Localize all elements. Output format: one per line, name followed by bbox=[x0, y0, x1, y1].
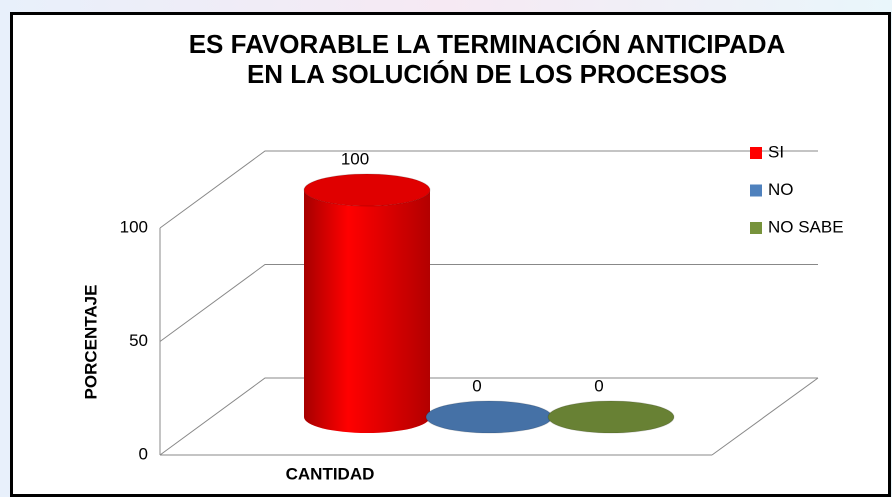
bar-top bbox=[303, 173, 431, 207]
x-tick-label: CANTIDAD bbox=[286, 464, 375, 483]
chart-title: ES FAVORABLE LA TERMINACIÓN ANTICIPADA bbox=[189, 29, 786, 59]
y-tick-label: 50 bbox=[129, 331, 148, 350]
legend-label: NO SABE bbox=[768, 217, 844, 236]
legend-label: NO bbox=[768, 180, 794, 199]
data-label: 0 bbox=[472, 376, 481, 395]
y-axis-label: PORCENTAJE bbox=[81, 285, 100, 400]
floor-edge bbox=[711, 377, 819, 456]
legend-swatch bbox=[750, 222, 762, 234]
grid-line bbox=[159, 264, 818, 342]
chart-title: EN LA SOLUCIÓN DE LOS PROCESOS bbox=[247, 59, 727, 89]
bar-top-shade bbox=[426, 401, 552, 433]
bar-top-shade bbox=[304, 174, 430, 206]
legend-swatch bbox=[750, 147, 762, 159]
bar-top bbox=[547, 400, 675, 434]
grid-line bbox=[159, 150, 818, 229]
data-label: 0 bbox=[594, 376, 603, 395]
grid-line bbox=[159, 377, 818, 456]
bar-top-shade bbox=[548, 401, 674, 433]
y-tick-label: 100 bbox=[120, 217, 148, 236]
data-label: 100 bbox=[341, 149, 369, 168]
legend-label: SI bbox=[768, 142, 784, 161]
y-tick-label: 0 bbox=[139, 444, 148, 463]
bar-shading bbox=[304, 190, 430, 433]
legend-swatch bbox=[750, 184, 762, 197]
